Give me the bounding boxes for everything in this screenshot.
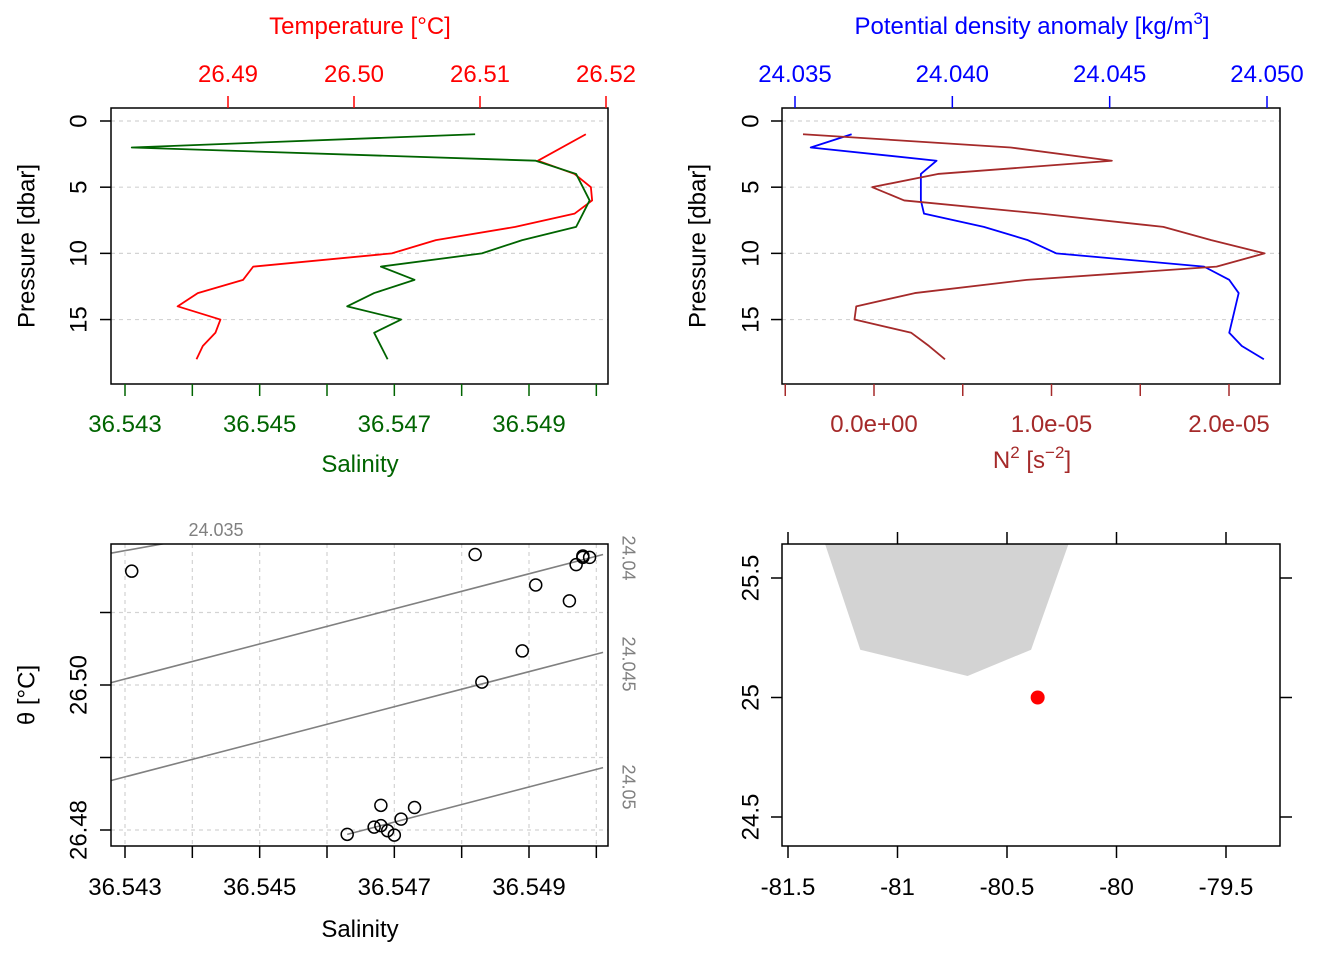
ts-point: [374, 818, 388, 833]
salinity-tick-label: 36.545: [223, 411, 296, 438]
salinity-tick-label: 36.547: [358, 411, 431, 438]
y-tick-label: 10: [737, 240, 764, 267]
x-tick-label: 36.545: [223, 874, 296, 901]
temperature-tick-label: 26.51: [450, 61, 510, 88]
ts-point: [407, 800, 422, 815]
y-tick-label: 15: [737, 306, 764, 333]
x-tick-label: -81: [880, 874, 915, 901]
n2-axis-label-mid: [s: [1020, 447, 1045, 474]
y-tick-label: 15: [65, 306, 92, 333]
station-marker: [1030, 690, 1045, 705]
n2-axis-label-main: N: [993, 447, 1010, 474]
temperature-series-line: [176, 133, 594, 360]
ts-point: [569, 557, 583, 572]
ts-point: [380, 823, 395, 838]
y-tick-label: 5: [65, 181, 92, 194]
n2-axis-label-end: ]: [1064, 447, 1071, 474]
isopycnal-line: [111, 553, 604, 684]
ts-diagram-frame: [110, 543, 609, 847]
isopycnal-line: [346, 766, 604, 836]
ts-point: [528, 578, 543, 592]
ts-point: [367, 820, 381, 834]
ts-point: [374, 798, 388, 813]
salinity-series-line: [130, 133, 591, 360]
salinity-axis-label: Salinity: [321, 451, 398, 478]
n2-tick-label: 1.0e-05: [1011, 411, 1092, 438]
isopycnal-line: [111, 544, 167, 554]
station-map-frame: [781, 543, 1281, 847]
x-tick-label: -81.5: [761, 874, 816, 901]
temperature-tick-label: 26.50: [324, 61, 384, 88]
ts-point: [582, 550, 597, 565]
density-axis-label-end: ]: [1203, 13, 1210, 40]
temperature-axis-label: Temperature [°C]: [269, 13, 451, 40]
density-axis-label-main: Potential density anomaly [kg/m: [855, 13, 1194, 40]
y-tick-label: 25.5: [737, 555, 764, 602]
n2-series-line: [802, 133, 1266, 360]
y-tick-label: 24.5: [737, 794, 764, 841]
n2-tick-label: 2.0e-05: [1188, 411, 1269, 438]
ts-point: [576, 550, 590, 565]
land-polygon: [825, 544, 1069, 676]
isopycnal-label: 24.04: [618, 535, 638, 580]
isopycnal-line: [111, 651, 604, 782]
y-tick-label: 5: [737, 181, 764, 194]
profile-ts-frame: [110, 107, 609, 385]
isopycnal-label: 24.035: [188, 520, 243, 540]
ts-point: [468, 547, 482, 562]
n2-tick-label: 0.0e+00: [830, 411, 917, 438]
ts-point: [515, 644, 530, 658]
x-tick-label: 36.547: [358, 874, 431, 901]
profile-density-frame: [781, 107, 1281, 385]
y-tick-label: 26.48: [65, 800, 92, 860]
temperature-tick-label: 26.52: [576, 61, 636, 88]
ts-point: [562, 594, 577, 608]
x-tick-label: 36.549: [492, 874, 565, 901]
x-axis-label: Salinity: [321, 916, 398, 943]
salinity-tick-label: 36.543: [88, 411, 161, 438]
density-axis-label: Potential density anomaly [kg/m3]: [855, 9, 1210, 40]
density-series-line: [809, 133, 1265, 361]
y-axis-label: θ [°C]: [13, 665, 40, 725]
density-tick-label: 24.035: [758, 61, 831, 88]
x-tick-label: -79.5: [1199, 874, 1254, 901]
n2-axis-label: N2 [s−2]: [993, 443, 1071, 474]
y-tick-label: 0: [737, 114, 764, 127]
ts-point: [475, 675, 489, 689]
y-tick-label: 25: [737, 684, 764, 711]
isopycnal-label: 24.045: [618, 636, 638, 691]
temperature-tick-label: 26.49: [198, 61, 258, 88]
y-axis-label: Pressure [dbar]: [684, 164, 711, 328]
x-tick-label: -80.5: [980, 874, 1035, 901]
density-tick-label: 24.050: [1230, 61, 1303, 88]
density-axis-label-sup: 3: [1193, 9, 1202, 28]
density-tick-label: 24.045: [1073, 61, 1146, 88]
ts-point: [387, 828, 402, 842]
y-tick-label: 26.50: [65, 655, 92, 715]
n2-axis-label-sup: 2: [1010, 443, 1019, 462]
salinity-tick-label: 36.549: [492, 411, 565, 438]
x-tick-label: 36.543: [88, 874, 161, 901]
y-axis-label: Pressure [dbar]: [13, 164, 40, 328]
ts-point: [394, 812, 408, 826]
x-tick-label: -80: [1099, 874, 1134, 901]
n2-axis-label-sup2: −2: [1045, 443, 1064, 462]
isopycnal-label: 24.05: [618, 764, 638, 809]
ts-point: [124, 564, 139, 578]
density-tick-label: 24.040: [916, 61, 989, 88]
y-tick-label: 0: [65, 114, 92, 127]
ts-point: [340, 827, 354, 842]
y-tick-label: 10: [65, 240, 92, 267]
